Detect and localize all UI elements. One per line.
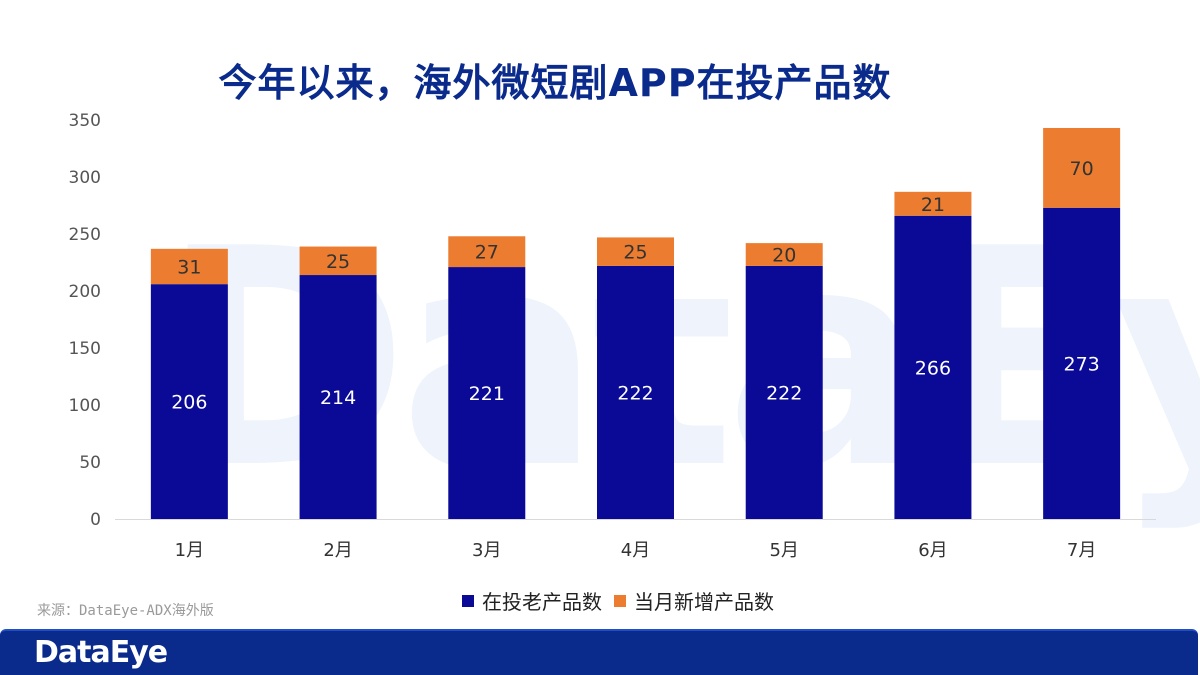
legend-label-old: 在投老产品数	[482, 590, 602, 614]
bar-segment-old	[745, 265, 823, 519]
data-label-new: 25	[623, 242, 647, 264]
chart-title: 今年以来，海外微短剧APP在投产品数	[218, 61, 892, 105]
bar-segment-new	[597, 237, 674, 266]
y-tick-label: 150	[69, 339, 101, 359]
bar-segment-new	[1043, 127, 1121, 208]
x-tick-label: 3月	[472, 540, 501, 561]
data-label-new: 31	[177, 256, 201, 278]
data-label-new: 27	[475, 242, 499, 264]
legend-item-new: 当月新增产品数	[614, 586, 774, 615]
x-tick-label: 1月	[175, 540, 204, 561]
data-label-new: 25	[326, 251, 350, 273]
data-label-old: 214	[320, 387, 356, 409]
bar-segment-old	[299, 275, 377, 519]
x-tick-label: 5月	[769, 540, 798, 561]
y-tick-label: 50	[79, 453, 101, 473]
bar-segment-old	[894, 215, 972, 519]
stacked-bar-chart: 0 50 100 150 200 250 300 350 206 31 214 25 221 27 222…	[69, 111, 1156, 561]
x-tick-label: 4月	[621, 540, 650, 561]
data-label-new: 21	[921, 194, 945, 216]
y-tick-label: 350	[69, 111, 101, 131]
y-tick-label: 200	[69, 282, 101, 302]
y-axis: 0 50 100 150 200 250 300 350	[69, 111, 101, 530]
data-label-old: 206	[171, 392, 207, 414]
legend-item-old: 在投老产品数	[462, 586, 602, 615]
legend-swatch-old	[462, 594, 474, 607]
bars: 206 31 214 25 221 27 222 25 222 20 266 21 273 70	[150, 127, 1121, 519]
data-label-new: 70	[1070, 158, 1094, 180]
footer-logo: DataEye	[34, 635, 168, 670]
data-label-old: 273	[1064, 353, 1100, 375]
y-tick-label: 250	[69, 225, 101, 245]
x-tick-label: 7月	[1067, 540, 1096, 561]
y-tick-label: 0	[90, 510, 101, 530]
data-label-old: 221	[469, 383, 505, 405]
bar-segment-old	[597, 265, 674, 519]
x-tick-label: 6月	[918, 540, 947, 561]
y-tick-label: 300	[69, 168, 101, 188]
x-axis: 1月 2月 3月 4月 5月 6月 7月	[115, 519, 1156, 561]
data-label-old: 222	[766, 382, 802, 404]
legend-swatch-new	[614, 594, 626, 607]
legend-label-new: 当月新增产品数	[634, 590, 774, 614]
data-label-old: 266	[915, 357, 951, 379]
bar-segment-new	[745, 243, 823, 266]
bar-segment-new	[894, 191, 972, 216]
data-label-new: 20	[772, 245, 796, 267]
x-tick-label: 2月	[323, 540, 352, 561]
bar-segment-old	[448, 267, 526, 519]
bar-segment-new	[299, 246, 377, 276]
bar-segment-new	[448, 236, 526, 268]
bar-segment-new	[150, 248, 228, 285]
source-note: 来源：DataEye-ADX海外版	[37, 603, 214, 619]
footer-bar: DataEye	[0, 629, 1198, 675]
data-label-old: 222	[617, 382, 653, 404]
legend: 在投老产品数 当月新增产品数	[0, 586, 1200, 615]
bar-segment-old	[150, 284, 228, 519]
y-tick-label: 100	[69, 396, 101, 416]
bar-segment-old	[1043, 207, 1121, 519]
